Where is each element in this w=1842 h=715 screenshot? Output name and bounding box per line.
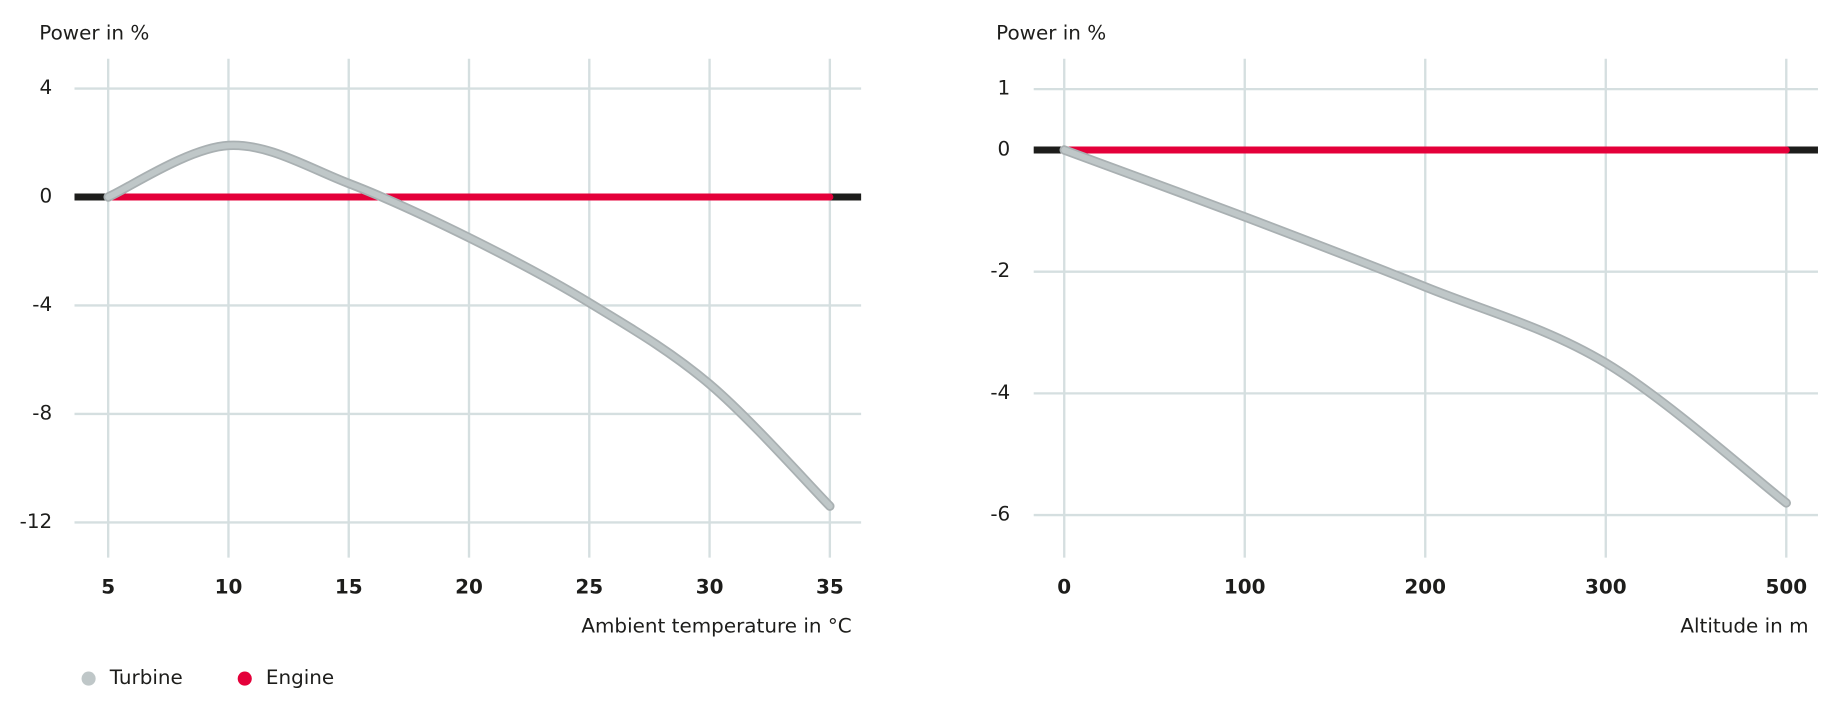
x-tick-label: 25 bbox=[575, 575, 603, 599]
x-tick-label: 35 bbox=[816, 575, 844, 599]
x-tick-label: 100 bbox=[1224, 575, 1266, 599]
x-tick-label: 0 bbox=[1057, 575, 1071, 599]
x-tick-label: 300 bbox=[1585, 575, 1627, 599]
y-tick-label: 0 bbox=[40, 184, 53, 208]
legend-label: Engine bbox=[266, 665, 334, 689]
x-tick-label: 20 bbox=[455, 575, 483, 599]
x-axis-title: Ambient temperature in °C bbox=[581, 613, 851, 637]
x-tick-label: 10 bbox=[215, 575, 243, 599]
x-tick-label: 200 bbox=[1404, 575, 1446, 599]
series-line bbox=[1061, 147, 1790, 506]
y-axis-title: Power in % bbox=[996, 21, 1106, 45]
y-tick-label: -2 bbox=[990, 258, 1010, 282]
series-line bbox=[105, 142, 833, 510]
x-axis-title: Altitude in m bbox=[1680, 613, 1808, 637]
x-tick-label: 500 bbox=[1765, 575, 1807, 599]
y-tick-label: 0 bbox=[998, 136, 1011, 160]
y-tick-label: -4 bbox=[990, 380, 1010, 404]
y-tick-label: -6 bbox=[990, 502, 1010, 526]
x-tick-label: 30 bbox=[696, 575, 724, 599]
legend-marker bbox=[81, 671, 96, 686]
y-tick-label: 4 bbox=[40, 75, 53, 99]
y-tick-label: 1 bbox=[998, 76, 1011, 100]
y-tick-label: -12 bbox=[20, 509, 53, 533]
y-tick-label: -4 bbox=[32, 292, 52, 316]
legend-marker bbox=[237, 671, 252, 686]
y-tick-label: -8 bbox=[32, 400, 52, 424]
y-axis-title: Power in % bbox=[39, 21, 149, 45]
legend: Turbine Engine bbox=[81, 665, 334, 689]
legend-label: Turbine bbox=[109, 665, 183, 689]
x-tick-label: 15 bbox=[335, 575, 363, 599]
x-tick-label: 5 bbox=[101, 575, 115, 599]
